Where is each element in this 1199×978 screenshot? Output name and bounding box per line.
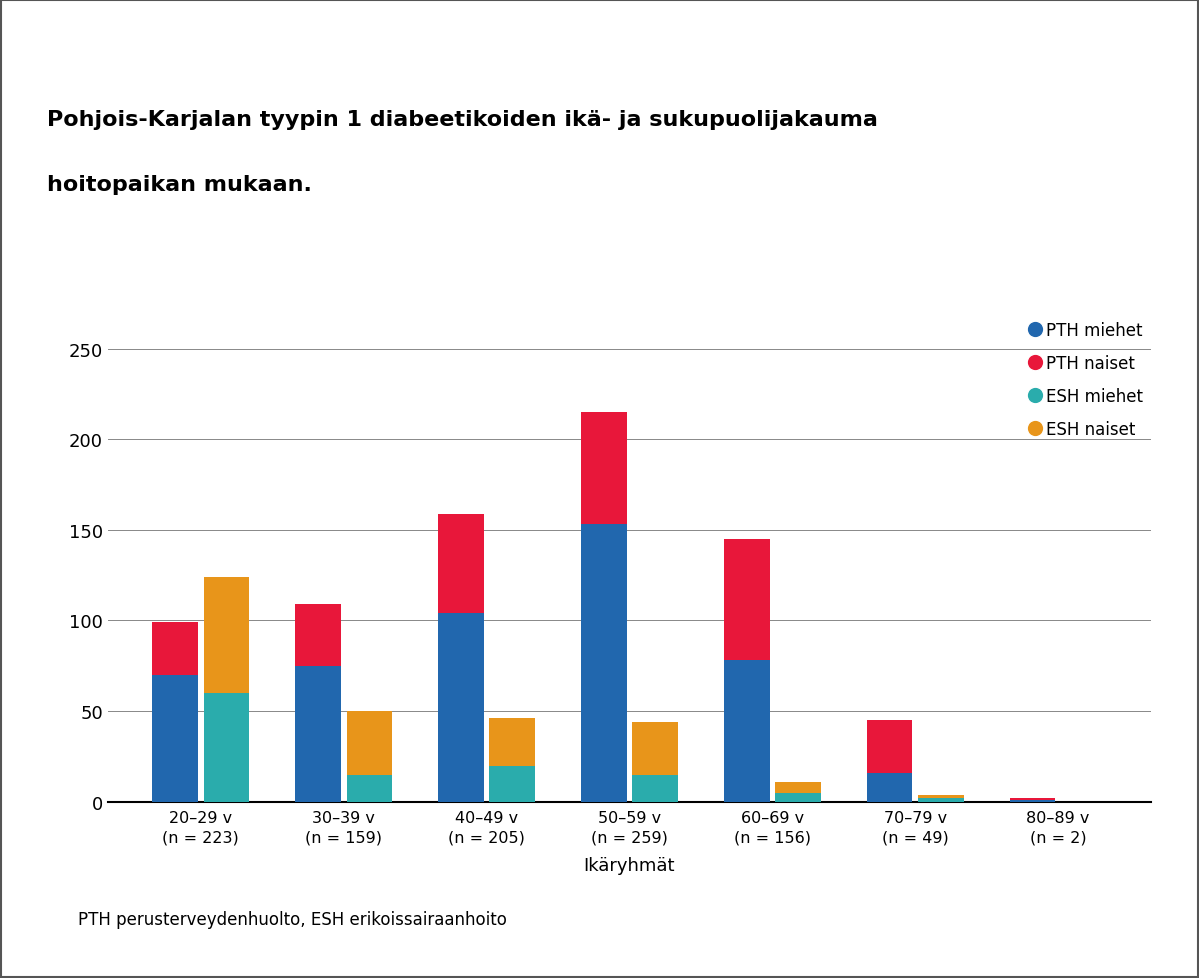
Bar [347,711,392,775]
Bar [1010,800,1055,802]
X-axis label: Ikäryhmät: Ikäryhmät [584,856,675,874]
Bar [580,413,627,525]
Bar [438,514,483,613]
Bar [776,793,821,802]
Text: Pohjois-Karjalan tyypin 1 diabeetikoiden ikä- ja sukupuolijakauma: Pohjois-Karjalan tyypin 1 diabeetikoiden… [47,111,878,130]
Bar [204,693,249,802]
Bar [295,666,341,802]
Text: PTH perusterveydenhuolto, ESH erikoissairaanhoito: PTH perusterveydenhuolto, ESH erikoissai… [78,911,507,928]
Bar [489,766,535,802]
Bar [1010,798,1055,800]
Bar [918,795,964,798]
Text: KUVIO 1.: KUVIO 1. [18,20,121,39]
Bar [867,773,912,802]
Bar [580,525,627,802]
Bar [438,613,483,802]
Bar [776,782,821,793]
Bar [152,675,198,802]
Bar [347,775,392,802]
Bar [724,661,770,802]
Bar [632,723,679,775]
Bar [204,577,249,693]
Bar [632,775,679,802]
Bar [152,623,198,675]
Text: hoitopaikan mukaan.: hoitopaikan mukaan. [47,175,312,195]
Bar [867,721,912,773]
Bar [918,798,964,802]
Bar [489,719,535,766]
Legend: PTH miehet, PTH naiset, ESH miehet, ESH naiset: PTH miehet, PTH naiset, ESH miehet, ESH … [1031,322,1143,438]
Bar [724,539,770,661]
Bar [295,604,341,666]
